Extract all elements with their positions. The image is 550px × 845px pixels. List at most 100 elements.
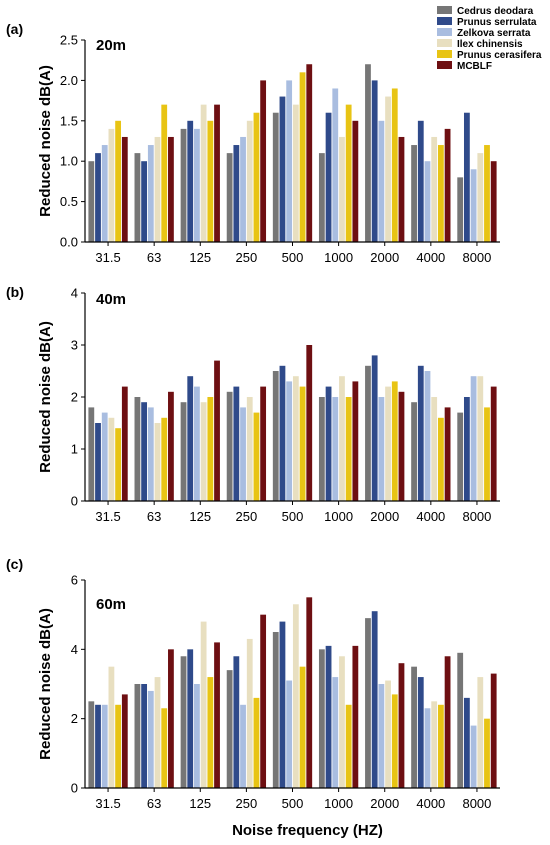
bar bbox=[306, 345, 313, 501]
legend-swatch bbox=[437, 28, 452, 36]
bar bbox=[325, 645, 332, 788]
y-axis-label: Reduced noise dB(A) bbox=[37, 321, 54, 473]
bar bbox=[108, 666, 115, 788]
bar bbox=[463, 397, 470, 501]
bar bbox=[246, 638, 253, 788]
y-tick-label: 2.5 bbox=[60, 33, 78, 48]
bar bbox=[108, 128, 115, 242]
bar bbox=[194, 684, 200, 788]
bar bbox=[260, 614, 267, 788]
bar bbox=[325, 386, 332, 501]
bar bbox=[318, 397, 325, 501]
x-tick-label: 125 bbox=[189, 250, 211, 265]
bar bbox=[470, 376, 477, 501]
bar bbox=[378, 684, 385, 788]
y-tick-label: 4 bbox=[71, 642, 78, 657]
bar bbox=[477, 376, 484, 501]
x-tick-label: 4000 bbox=[416, 796, 445, 811]
y-tick-label: 0 bbox=[71, 781, 78, 796]
bar bbox=[253, 112, 260, 242]
bar bbox=[233, 386, 240, 501]
bar bbox=[207, 120, 214, 242]
bar bbox=[385, 386, 391, 501]
bar bbox=[141, 402, 148, 501]
x-tick-label: 125 bbox=[189, 796, 211, 811]
bar bbox=[141, 684, 148, 788]
chart-title: 20m bbox=[96, 37, 126, 54]
x-tick-label: 63 bbox=[147, 509, 161, 524]
bar bbox=[332, 677, 339, 788]
bar bbox=[168, 136, 174, 242]
bar bbox=[411, 145, 417, 242]
bar bbox=[286, 381, 293, 501]
bar bbox=[292, 604, 299, 788]
bar bbox=[378, 397, 385, 501]
bar bbox=[417, 677, 424, 788]
bar bbox=[200, 402, 207, 501]
x-tick-label: 1000 bbox=[324, 796, 353, 811]
legend-swatch bbox=[437, 6, 452, 14]
legend-swatch bbox=[437, 50, 452, 58]
bar bbox=[134, 684, 141, 788]
bar bbox=[306, 64, 313, 243]
x-tick-label: 8000 bbox=[462, 509, 491, 524]
bar bbox=[365, 618, 371, 788]
bar bbox=[121, 386, 128, 501]
bar bbox=[180, 128, 187, 242]
bar bbox=[154, 423, 161, 501]
bar bbox=[457, 177, 464, 242]
bar bbox=[240, 704, 246, 788]
bar bbox=[490, 386, 497, 501]
bar bbox=[318, 649, 325, 788]
bar bbox=[345, 397, 352, 501]
bar bbox=[286, 680, 293, 788]
bar bbox=[121, 136, 128, 242]
x-tick-label: 2000 bbox=[370, 509, 399, 524]
bar bbox=[279, 621, 286, 788]
bar bbox=[444, 656, 451, 788]
x-tick-label: 125 bbox=[189, 509, 211, 524]
bar bbox=[431, 136, 438, 242]
bar bbox=[398, 136, 405, 242]
bar bbox=[214, 104, 220, 242]
x-tick-label: 500 bbox=[282, 250, 304, 265]
bar bbox=[391, 88, 398, 242]
chart-title: 60m bbox=[96, 596, 126, 613]
bar bbox=[424, 371, 431, 501]
legend-swatch bbox=[437, 61, 452, 69]
legend-label: Prunus cerasifera bbox=[457, 50, 542, 61]
bar bbox=[411, 666, 417, 788]
bar bbox=[180, 402, 187, 501]
bar bbox=[115, 428, 122, 501]
bar bbox=[101, 412, 108, 501]
bar bbox=[187, 649, 194, 788]
bar bbox=[101, 704, 108, 788]
bar bbox=[168, 391, 174, 501]
y-tick-label: 2.0 bbox=[60, 73, 78, 88]
bar bbox=[398, 663, 405, 788]
bar bbox=[187, 120, 194, 242]
bar bbox=[95, 153, 101, 242]
legend-label: Cedrus deodara bbox=[457, 6, 534, 17]
bar bbox=[299, 666, 306, 788]
bar bbox=[299, 72, 306, 242]
x-tick-label: 250 bbox=[236, 250, 258, 265]
y-tick-label: 1 bbox=[71, 442, 78, 457]
bar bbox=[161, 417, 168, 501]
bar bbox=[207, 397, 214, 501]
x-tick-label: 250 bbox=[236, 796, 258, 811]
y-tick-label: 6 bbox=[71, 573, 78, 588]
bar bbox=[88, 701, 95, 788]
bar bbox=[134, 397, 141, 501]
bar bbox=[200, 104, 207, 242]
bar bbox=[490, 161, 497, 242]
y-tick-label: 0.0 bbox=[60, 235, 78, 250]
bar bbox=[233, 145, 240, 242]
bar bbox=[477, 677, 484, 788]
bar bbox=[134, 153, 141, 242]
bar bbox=[484, 407, 490, 501]
x-tick-label: 1000 bbox=[324, 509, 353, 524]
bar bbox=[345, 704, 352, 788]
bar bbox=[391, 694, 398, 788]
